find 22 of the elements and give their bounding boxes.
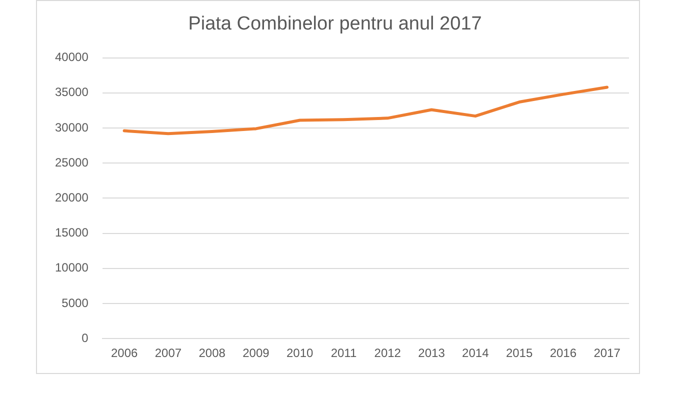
chart-title: Piata Combinelor pentru anul 2017 — [188, 14, 482, 35]
y-tick-label: 10000 — [54, 260, 89, 275]
x-tick-label: 2016 — [550, 346, 577, 360]
x-tick-label: 2008 — [198, 346, 226, 360]
x-tick-label: 2009 — [242, 346, 270, 360]
y-tick-label: 30000 — [54, 120, 89, 134]
y-tick-label: 0 — [82, 330, 89, 345]
y-tick-label: 25000 — [54, 155, 89, 170]
x-tick-label: 2013 — [418, 346, 446, 360]
y-tick-label: 5000 — [62, 296, 89, 310]
x-tick-label: 2010 — [286, 346, 314, 360]
x-tick-label: 2012 — [374, 346, 402, 360]
x-tick-label: 2006 — [110, 346, 138, 360]
x-tick-label: 2007 — [154, 346, 182, 360]
y-tick-label: 15000 — [54, 226, 89, 240]
x-tick-label: 2011 — [330, 346, 357, 360]
x-tick-label: 2015 — [506, 346, 533, 360]
x-tick-label: 2017 — [594, 346, 621, 360]
x-tick-label: 2014 — [462, 346, 490, 360]
y-tick-label: 20000 — [54, 190, 89, 205]
y-tick-label: 35000 — [54, 85, 89, 100]
y-tick-label: 40000 — [54, 50, 89, 64]
